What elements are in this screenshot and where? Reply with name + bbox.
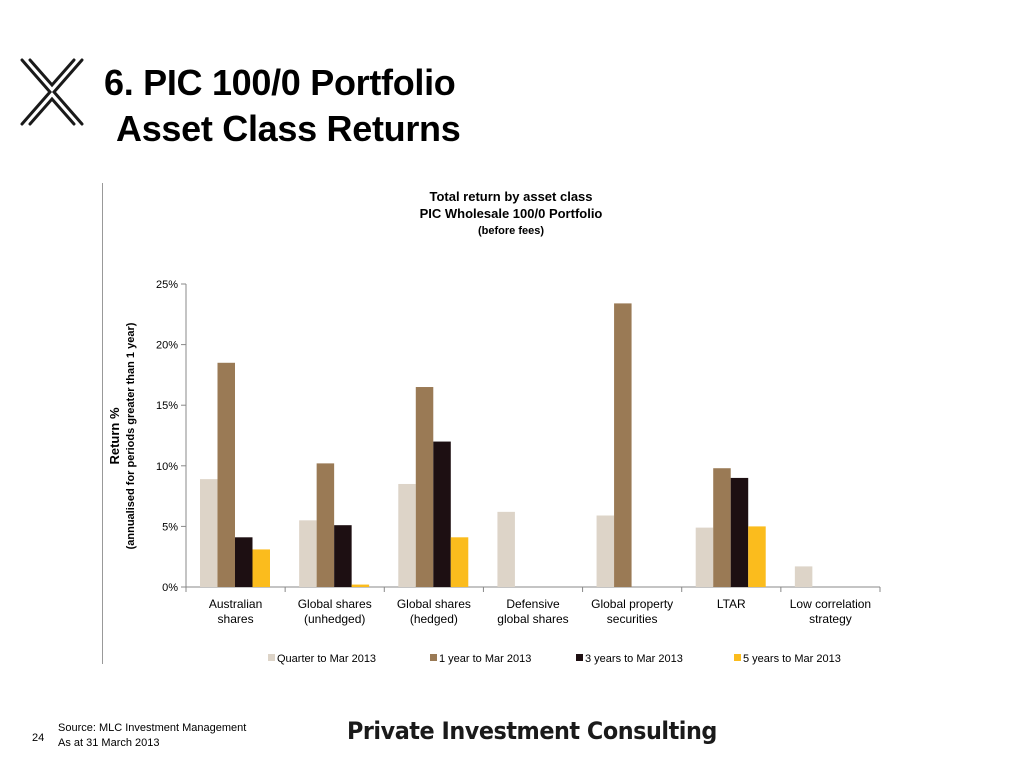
- bar: [299, 520, 317, 587]
- title-line-2: Asset Class Returns: [116, 108, 461, 149]
- x-tick-label: Australian: [209, 597, 262, 611]
- x-tick-label: global shares: [497, 612, 568, 626]
- brand-wordmark: Private Investment Consulting: [347, 717, 717, 745]
- chart-title: Total return by asset class: [429, 189, 592, 204]
- y-axis-label: Return %: [107, 407, 122, 465]
- bar: [398, 483, 416, 587]
- y-tick-label: 5%: [162, 521, 178, 533]
- x-tick-label: Global shares: [298, 597, 372, 611]
- x-logo-icon: [20, 58, 84, 126]
- x-tick-label: Global property: [591, 597, 673, 611]
- source-note: Source: MLC Investment Management As at …: [58, 721, 246, 751]
- x-tick-label: Defensive: [506, 597, 560, 611]
- y-tick-label: 10%: [156, 461, 178, 473]
- y-tick-label: 25%: [156, 279, 178, 291]
- bar: [730, 477, 749, 587]
- source-line-1: Source: MLC Investment Management: [58, 722, 247, 734]
- y-tick-label: 0%: [162, 582, 178, 594]
- bar: [200, 479, 218, 587]
- x-tick-label: (unhedged): [304, 612, 365, 626]
- bar: [235, 537, 253, 587]
- y-tick-label: 15%: [156, 400, 178, 412]
- bar: [252, 549, 270, 587]
- legend-label: Quarter to Mar 2013: [277, 653, 376, 665]
- x-tick-label: securities: [607, 612, 658, 626]
- bar: [748, 526, 766, 587]
- chart-subtitle-note: (before fees): [478, 225, 544, 237]
- title-line-1: 6. PIC 100/0 Portfolio: [104, 62, 456, 103]
- chart-subtitle: PIC Wholesale 100/0 Portfolio: [420, 206, 603, 221]
- bar: [450, 537, 469, 587]
- bar: [316, 463, 335, 587]
- legend-swatch: [734, 654, 741, 661]
- slide-title: 6. PIC 100/0 Portfolio Asset Class Retur…: [104, 60, 461, 152]
- page-number: 24: [32, 732, 45, 744]
- legend-label: 5 years to Mar 2013: [743, 653, 841, 665]
- x-tick-label: Low correlation: [790, 597, 871, 611]
- chart-divider: [102, 183, 103, 664]
- bar: [497, 511, 515, 587]
- y-tick-label: 20%: [156, 340, 178, 352]
- legend-label: 3 years to Mar 2013: [585, 653, 683, 665]
- legend-swatch: [430, 654, 437, 661]
- legend-swatch: [576, 654, 583, 661]
- bar: [614, 303, 632, 587]
- x-tick-label: shares: [218, 612, 254, 626]
- y-axis-label-note: (annualised for periods greater than 1 y…: [125, 322, 137, 549]
- bar: [596, 515, 615, 587]
- bar: [334, 525, 352, 587]
- x-tick-label: LTAR: [717, 597, 746, 611]
- x-tick-label: strategy: [809, 612, 852, 626]
- legend-swatch: [268, 654, 275, 661]
- bar: [433, 441, 451, 587]
- x-tick-label: Global shares: [397, 597, 471, 611]
- x-tick-label: (hedged): [410, 612, 458, 626]
- source-line-2: As at 31 March 2013: [58, 737, 160, 749]
- bar: [713, 468, 731, 587]
- bar: [415, 387, 434, 587]
- bar: [695, 527, 714, 587]
- bar: [351, 584, 370, 587]
- bar: [217, 362, 235, 587]
- bar: [794, 566, 813, 587]
- legend-label: 1 year to Mar 2013: [439, 653, 531, 665]
